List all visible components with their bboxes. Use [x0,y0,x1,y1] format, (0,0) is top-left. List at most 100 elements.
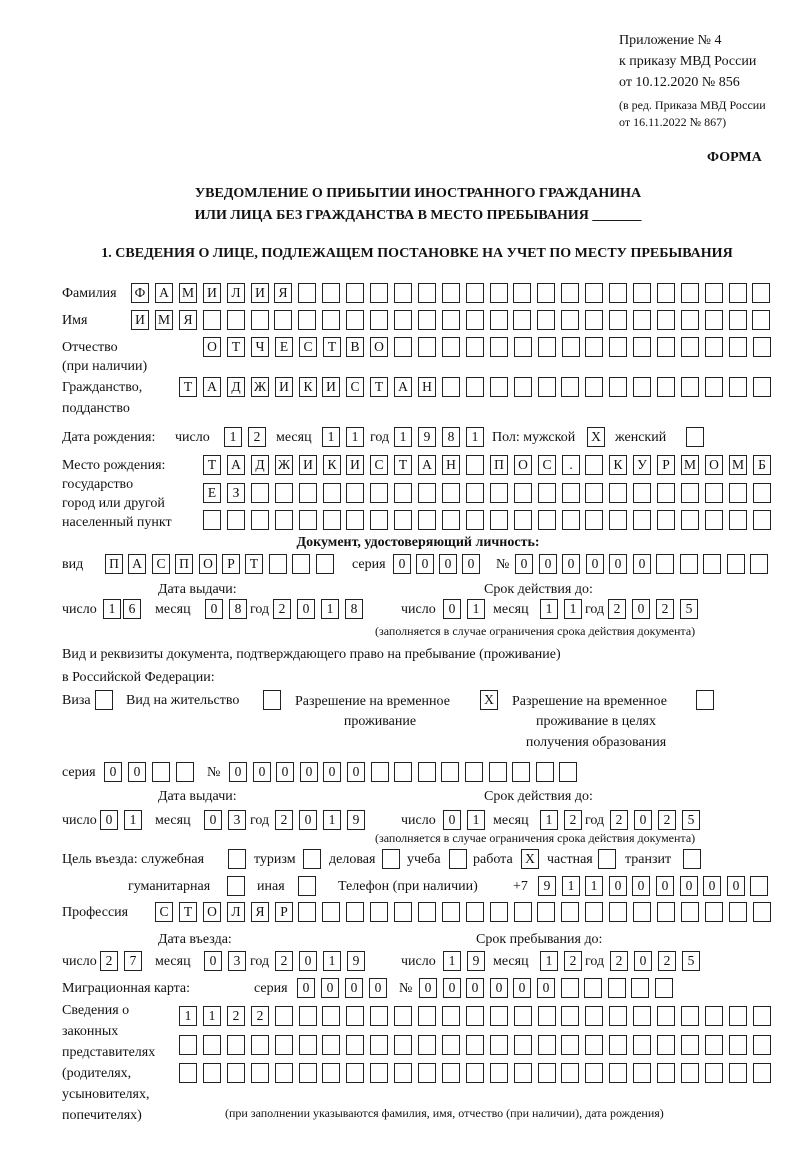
char-cell[interactable] [394,1006,412,1026]
char-cell[interactable]: П [105,554,123,574]
char-cell[interactable] [750,554,768,574]
char-cell[interactable] [346,1006,364,1026]
char-cell[interactable] [442,1063,460,1083]
char-cell[interactable] [729,902,747,922]
char-cell[interactable]: А [128,554,146,574]
char-cell[interactable] [633,1006,651,1026]
char-cell[interactable] [753,510,771,530]
char-cell[interactable]: 1 [346,427,364,447]
char-cell[interactable] [729,310,747,330]
char-cell[interactable] [466,377,484,397]
char-cell[interactable] [418,283,436,303]
char-cell[interactable]: М [729,455,747,475]
char-cell[interactable] [514,1035,532,1055]
char-cell[interactable] [466,1063,484,1083]
char-cell[interactable]: О [705,455,723,475]
char-cell[interactable] [681,283,699,303]
char-cell[interactable]: 1 [124,810,142,830]
char-cell[interactable] [609,1035,627,1055]
char-cell[interactable]: 1 [540,951,558,971]
char-cell[interactable] [561,310,579,330]
char-cell[interactable] [514,483,532,503]
char-cell[interactable] [299,1063,317,1083]
char-cell[interactable] [179,1035,197,1055]
char-cell[interactable]: 0 [416,554,434,574]
char-cell[interactable]: М [155,310,173,330]
char-cell[interactable] [442,483,460,503]
char-cell[interactable]: 1 [224,427,242,447]
char-cell[interactable] [657,1035,675,1055]
char-cell[interactable] [657,1006,675,1026]
char-cell[interactable]: 1 [564,599,582,619]
char-cell[interactable]: Д [251,455,269,475]
char-cell[interactable] [466,1006,484,1026]
char-cell[interactable]: Л [227,902,245,922]
char-cell[interactable]: А [418,455,436,475]
char-cell[interactable] [538,377,556,397]
char-cell[interactable]: 0 [703,876,721,896]
char-cell[interactable] [394,902,412,922]
char-cell[interactable] [681,483,699,503]
char-cell[interactable] [562,483,580,503]
char-cell[interactable] [633,1063,651,1083]
char-cell[interactable] [442,337,460,357]
char-cell[interactable] [562,337,580,357]
char-cell[interactable] [561,377,579,397]
char-cell[interactable]: 0 [539,554,557,574]
char-cell[interactable] [418,1006,436,1026]
char-cell[interactable] [633,902,651,922]
char-cell[interactable] [394,483,412,503]
char-cell[interactable] [633,483,651,503]
char-cell[interactable]: 0 [297,599,315,619]
char-cell[interactable] [609,377,627,397]
char-cell[interactable]: 1 [585,876,603,896]
char-cell[interactable]: С [370,455,388,475]
char-cell[interactable] [729,483,747,503]
char-cell[interactable]: 0 [443,599,461,619]
char-cell[interactable] [561,902,579,922]
char-cell[interactable] [681,510,699,530]
char-cell[interactable] [729,377,747,397]
char-cell[interactable]: Б [753,455,771,475]
checkbox[interactable] [683,849,701,869]
char-cell[interactable] [753,1035,771,1055]
char-cell[interactable]: 2 [658,951,676,971]
char-cell[interactable] [299,510,317,530]
char-cell[interactable]: 2 [658,810,676,830]
char-cell[interactable]: 6 [123,599,141,619]
char-cell[interactable] [657,483,675,503]
char-cell[interactable]: 2 [564,810,582,830]
char-cell[interactable] [466,283,484,303]
char-cell[interactable]: 1 [323,951,341,971]
char-cell[interactable] [705,1063,723,1083]
char-cell[interactable] [490,377,508,397]
char-cell[interactable] [442,902,460,922]
char-cell[interactable] [490,510,508,530]
char-cell[interactable] [561,283,579,303]
checkbox[interactable] [298,876,316,896]
char-cell[interactable] [370,1063,388,1083]
char-cell[interactable] [442,283,460,303]
char-cell[interactable]: Р [275,902,293,922]
char-cell[interactable]: Ж [251,377,269,397]
char-cell[interactable] [752,283,770,303]
char-cell[interactable] [729,1063,747,1083]
char-cell[interactable]: 2 [564,951,582,971]
char-cell[interactable] [559,762,577,782]
char-cell[interactable] [609,1006,627,1026]
char-cell[interactable]: К [609,455,627,475]
char-cell[interactable] [657,337,675,357]
char-cell[interactable]: 0 [462,554,480,574]
checkbox[interactable] [227,876,245,896]
char-cell[interactable] [275,1006,293,1026]
checkbox[interactable]: X [587,427,605,447]
char-cell[interactable] [753,483,771,503]
char-cell[interactable]: 9 [347,810,365,830]
char-cell[interactable] [322,1063,340,1083]
char-cell[interactable] [370,283,388,303]
char-cell[interactable] [490,337,508,357]
char-cell[interactable]: Р [222,554,240,574]
char-cell[interactable] [370,1035,388,1055]
char-cell[interactable] [753,1006,771,1026]
char-cell[interactable] [203,510,221,530]
